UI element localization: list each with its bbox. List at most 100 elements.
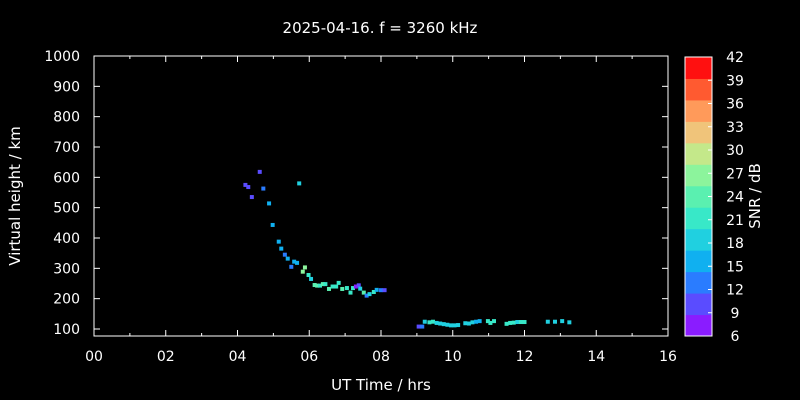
data-point xyxy=(336,280,341,285)
data-point xyxy=(431,319,436,324)
data-point xyxy=(257,169,262,174)
colorbar-segment xyxy=(685,293,712,316)
data-point xyxy=(474,319,479,324)
colorbar-tick-label: 18 xyxy=(726,236,744,252)
x-tick-label: 00 xyxy=(85,349,103,365)
data-point xyxy=(315,283,320,288)
data-point xyxy=(267,201,272,206)
data-point xyxy=(518,320,523,325)
plot-frame xyxy=(93,55,669,337)
data-point xyxy=(485,319,490,324)
x-tick-label: 08 xyxy=(372,349,390,365)
data-point xyxy=(463,321,468,326)
data-point xyxy=(438,321,443,326)
y-tick-label: 800 xyxy=(53,110,80,126)
data-point xyxy=(323,282,328,287)
data-point xyxy=(318,283,323,288)
colorbar-tick-label: 27 xyxy=(726,166,744,182)
data-point xyxy=(545,319,550,324)
colorbar-segment xyxy=(685,207,712,230)
x-tick-label: 12 xyxy=(516,349,534,365)
data-point xyxy=(353,284,358,289)
data-point xyxy=(292,259,297,264)
colorbar-segment xyxy=(685,78,712,101)
colorbar-label: SNR / dB xyxy=(746,163,764,229)
data-point xyxy=(427,320,432,325)
data-point xyxy=(340,286,345,291)
data-point xyxy=(356,283,361,288)
data-point xyxy=(279,246,284,251)
colorbar-segment xyxy=(685,185,712,208)
y-tick-label: 600 xyxy=(53,170,80,186)
colorbar-tick-label: 15 xyxy=(726,259,744,275)
colorbar-tick-label: 12 xyxy=(726,283,744,299)
y-tick-label: 900 xyxy=(53,79,80,95)
data-point xyxy=(445,322,450,327)
data-point xyxy=(312,283,317,288)
data-point xyxy=(420,324,425,329)
x-tick-label: 06 xyxy=(300,349,318,365)
data-point xyxy=(371,289,376,294)
chart-title: 2025-04-16. f = 3260 kHz xyxy=(283,19,478,37)
axis-ticks: 00 02 04 06 08 10 12 14 16 100 200 300 400 500 600 700 8… xyxy=(44,49,677,365)
y-tick-label: 500 xyxy=(53,201,80,217)
colorbar-tick-label: 36 xyxy=(726,97,744,113)
data-point xyxy=(448,323,453,328)
data-point xyxy=(326,286,331,291)
data-point xyxy=(382,288,387,293)
data-point xyxy=(379,288,383,293)
data-point xyxy=(374,287,379,292)
data-point xyxy=(246,185,251,190)
x-tick-label: 14 xyxy=(587,349,605,365)
data-point xyxy=(306,273,311,278)
colorbar-segment xyxy=(685,228,712,251)
colorbar-segment xyxy=(685,57,712,79)
x-axis-label: UT Time / hrs xyxy=(331,376,431,394)
data-point xyxy=(466,321,471,326)
data-point xyxy=(560,319,565,324)
colorbar-tick-label: 33 xyxy=(726,120,744,136)
data-point xyxy=(358,286,363,291)
x-tick-label: 04 xyxy=(229,349,247,365)
data-point xyxy=(344,286,349,291)
data-point xyxy=(470,320,475,325)
y-axis-label: Virtual height / km xyxy=(6,126,24,265)
data-point xyxy=(477,319,482,324)
data-point xyxy=(416,324,421,329)
data-point xyxy=(511,320,516,325)
data-point xyxy=(295,260,300,265)
data-point xyxy=(515,320,520,325)
data-point xyxy=(456,323,461,328)
x-tick-label: 16 xyxy=(659,349,677,365)
data-point xyxy=(297,181,302,186)
data-points xyxy=(243,169,572,329)
data-point xyxy=(361,290,366,295)
data-point xyxy=(488,320,493,325)
y-tick-label: 100 xyxy=(53,322,80,338)
data-point xyxy=(309,276,314,281)
data-point xyxy=(367,292,372,297)
colorbar-tick-label: 30 xyxy=(726,143,744,159)
data-point xyxy=(320,282,325,287)
data-point xyxy=(504,321,509,326)
colorbar-segment xyxy=(685,142,712,165)
y-tick-label: 200 xyxy=(53,292,80,308)
colorbar-tick-label: 39 xyxy=(726,73,744,89)
x-tick-label: 02 xyxy=(157,349,175,365)
data-point xyxy=(492,319,497,324)
colorbar-segment xyxy=(685,271,712,294)
data-point xyxy=(289,264,294,269)
data-point xyxy=(261,186,266,191)
colorbar-segment xyxy=(685,250,712,273)
data-point xyxy=(285,256,290,261)
x-tick-label: 10 xyxy=(444,349,462,365)
data-point xyxy=(302,265,307,270)
colorbar-tick-label: 21 xyxy=(726,213,744,229)
colorbar-segment xyxy=(685,314,712,337)
colorbar-tick-label: 42 xyxy=(726,50,744,66)
data-point xyxy=(434,320,439,325)
data-point xyxy=(276,239,281,244)
colorbar-segment xyxy=(685,121,712,144)
